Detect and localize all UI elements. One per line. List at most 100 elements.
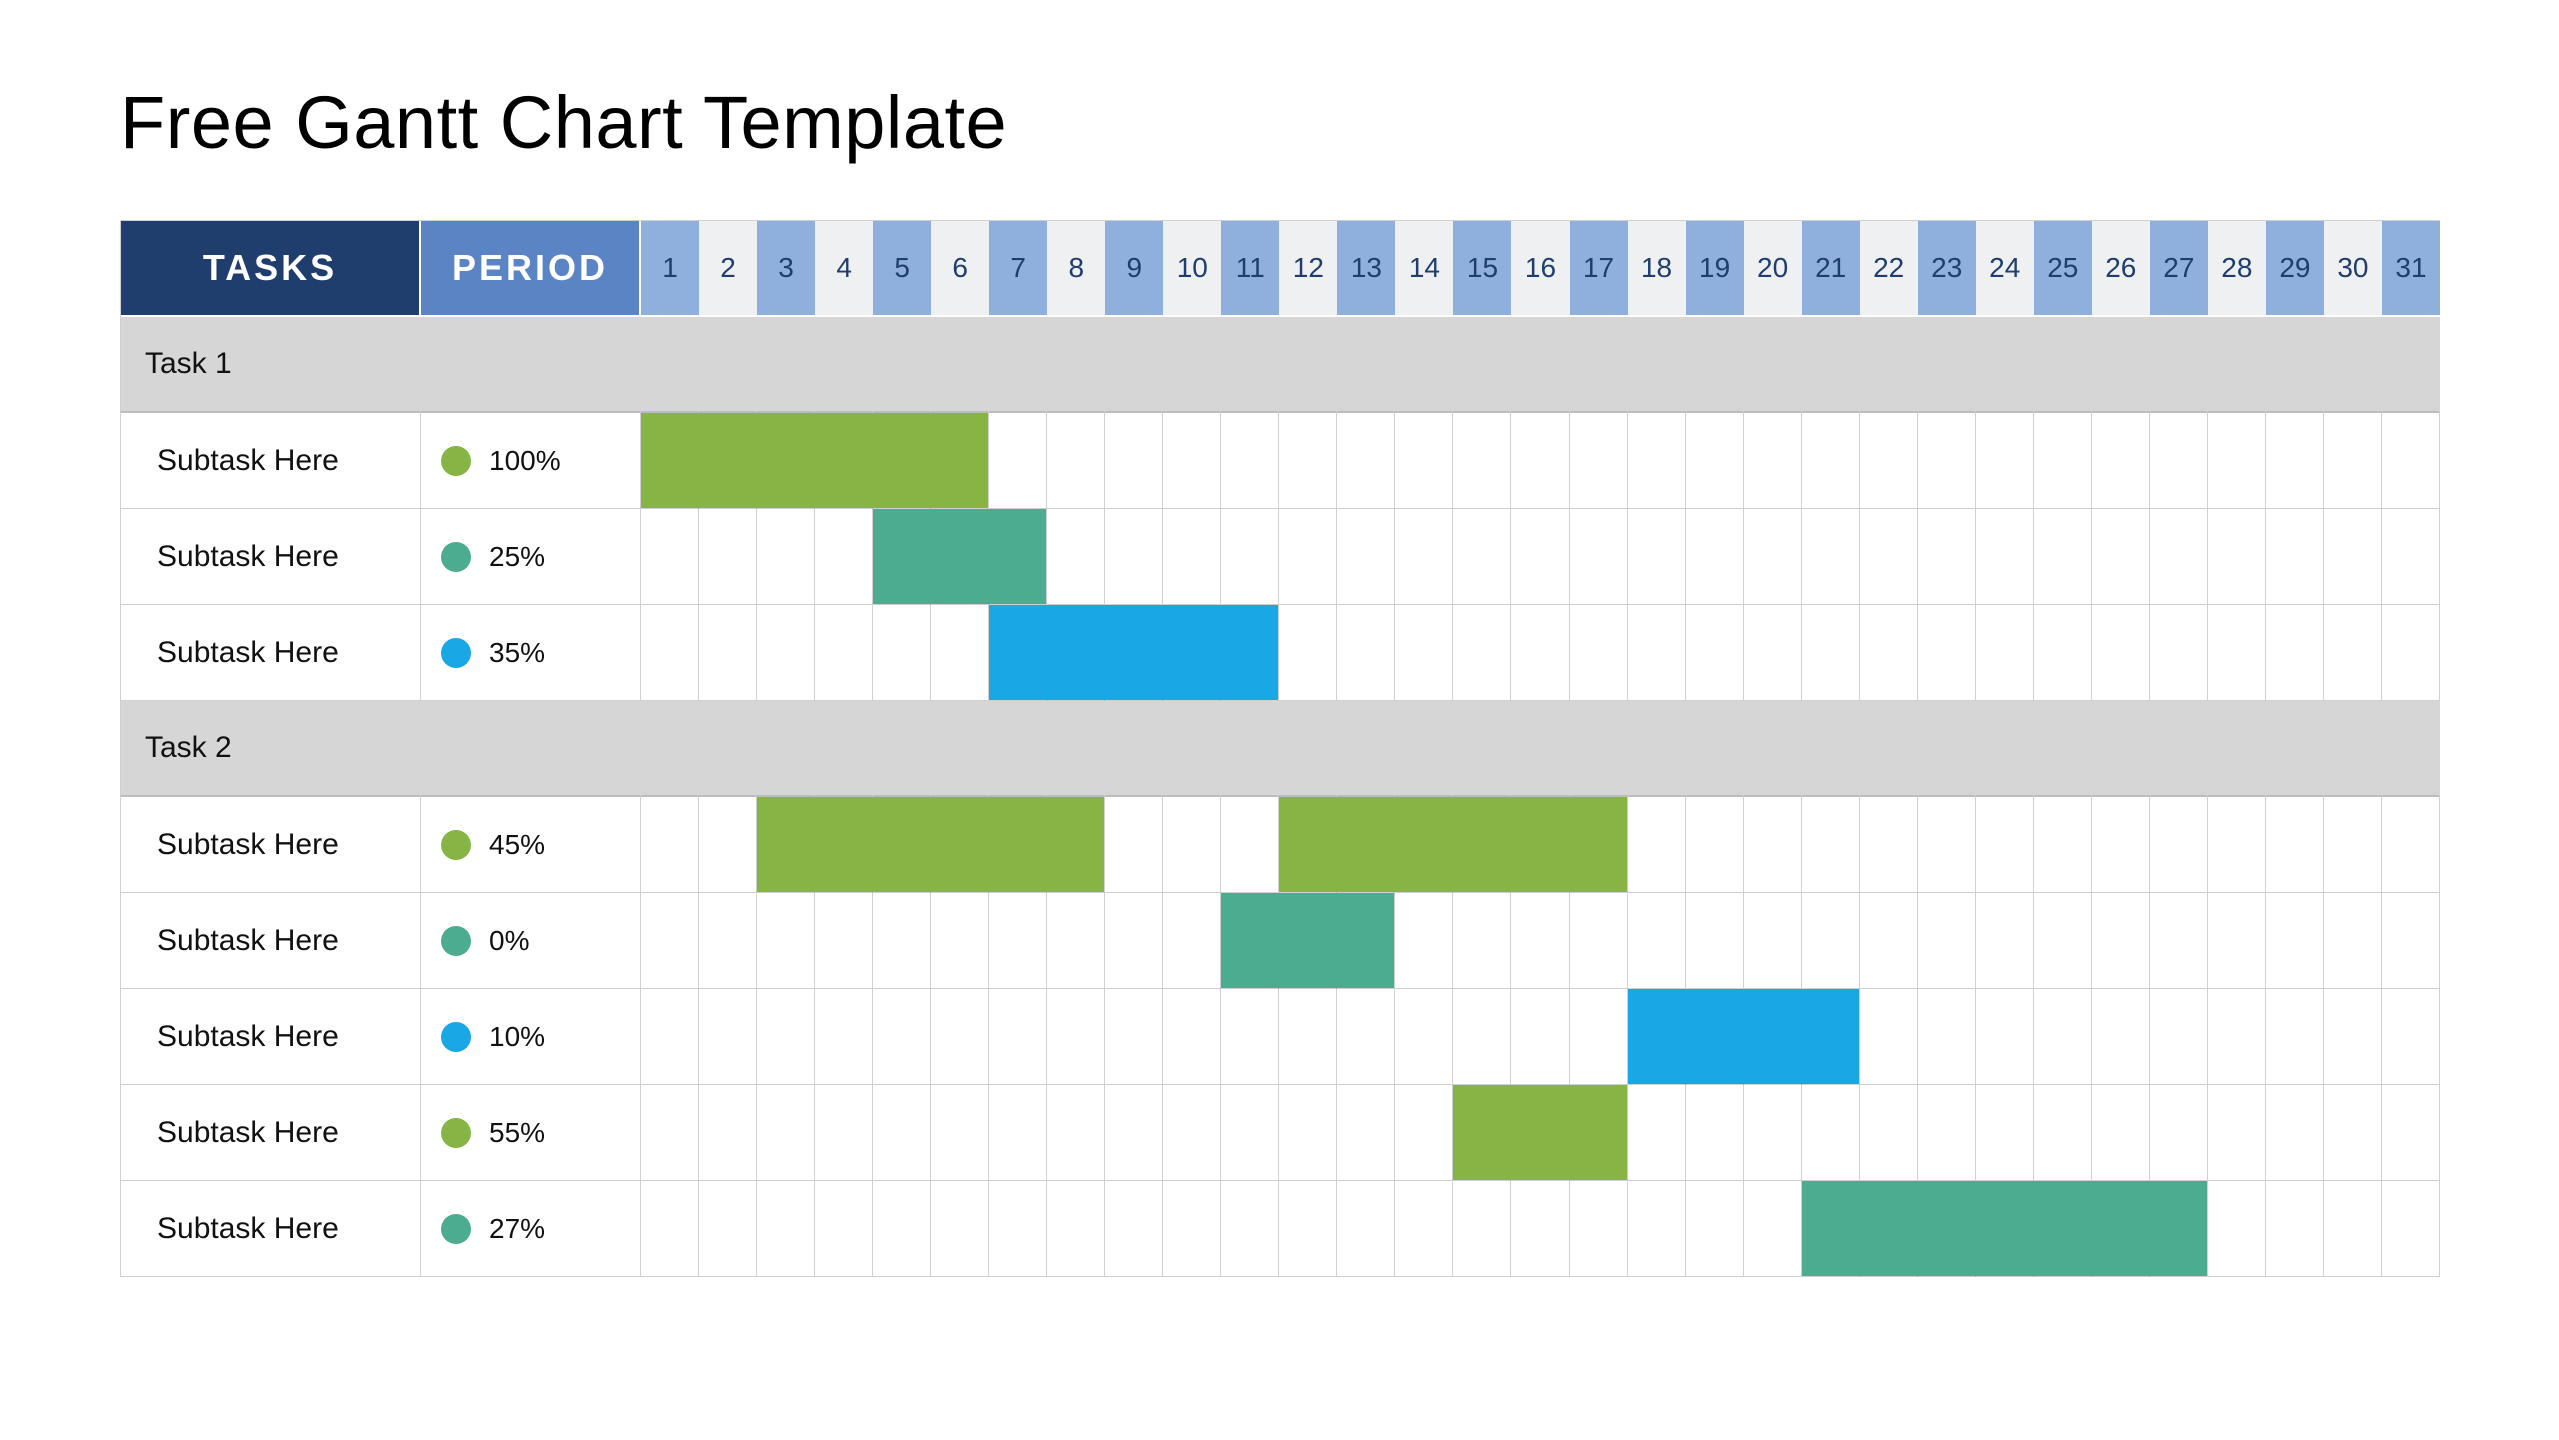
subtask-label: Subtask Here	[121, 797, 421, 893]
header-day-22: 22	[1860, 221, 1918, 317]
group-day-cell	[1279, 701, 1337, 797]
gantt-day-cell	[989, 1085, 1047, 1181]
gantt-day-cell	[1511, 509, 1569, 605]
gantt-day-cell	[757, 989, 815, 1085]
gantt-day-cell	[1976, 509, 2034, 605]
gantt-day-cell	[1686, 797, 1744, 893]
gantt-day-cell	[1105, 413, 1163, 509]
group-day-cell	[1221, 701, 1279, 797]
header-day-17: 17	[1570, 221, 1628, 317]
gantt-day-cell	[815, 605, 873, 701]
header-day-28: 28	[2208, 221, 2266, 317]
gantt-day-cell	[931, 1181, 989, 1277]
gantt-day-cell	[1628, 413, 1686, 509]
gantt-day-cell	[2150, 1181, 2208, 1277]
group-day-cell	[2150, 317, 2208, 413]
gantt-day-cell	[2208, 1181, 2266, 1277]
gantt-day-cell	[1918, 605, 1976, 701]
gantt-day-cell	[2150, 797, 2208, 893]
gantt-day-cell	[2150, 413, 2208, 509]
gantt-day-cell	[1860, 989, 1918, 1085]
gantt-template-page: Free Gantt Chart Template TASKSPERIOD123…	[0, 0, 2559, 1440]
gantt-day-cell	[873, 989, 931, 1085]
gantt-day-cell	[1918, 797, 1976, 893]
group-day-cell	[1976, 701, 2034, 797]
gantt-day-cell	[1628, 797, 1686, 893]
gantt-day-cell	[641, 797, 699, 893]
gantt-day-cell	[1511, 797, 1569, 893]
gantt-day-cell	[699, 413, 757, 509]
header-day-4: 4	[815, 221, 873, 317]
group-day-cell	[1337, 317, 1395, 413]
gantt-day-cell	[2208, 989, 2266, 1085]
gantt-day-cell	[2266, 797, 2324, 893]
gantt-day-cell	[2208, 605, 2266, 701]
gantt-day-cell	[873, 1085, 931, 1181]
group-day-cell	[2208, 701, 2266, 797]
group-day-cell	[1163, 701, 1221, 797]
gantt-day-cell	[1163, 797, 1221, 893]
gantt-day-cell	[1686, 1181, 1744, 1277]
subtask-label: Subtask Here	[121, 893, 421, 989]
gantt-day-cell	[1279, 1181, 1337, 1277]
gantt-day-cell	[2034, 989, 2092, 1085]
group-day-cell	[815, 317, 873, 413]
group-day-cell	[1047, 317, 1105, 413]
gantt-day-cell	[1337, 989, 1395, 1085]
gantt-day-cell	[1976, 413, 2034, 509]
gantt-day-cell	[1976, 605, 2034, 701]
gantt-day-cell	[2150, 893, 2208, 989]
progress-dot-icon	[441, 542, 471, 572]
group-day-cell	[2324, 701, 2382, 797]
gantt-day-cell	[641, 893, 699, 989]
gantt-day-cell	[1802, 1181, 1860, 1277]
gantt-day-cell	[2208, 1085, 2266, 1181]
group-day-cell	[1570, 701, 1628, 797]
group-day-cell	[1744, 701, 1802, 797]
gantt-day-cell	[757, 797, 815, 893]
gantt-day-cell	[1163, 605, 1221, 701]
gantt-day-cell	[1395, 413, 1453, 509]
gantt-day-cell	[2266, 893, 2324, 989]
gantt-day-cell	[1279, 605, 1337, 701]
gantt-day-cell	[1279, 893, 1337, 989]
gantt-day-cell	[1221, 797, 1279, 893]
gantt-day-cell	[1221, 509, 1279, 605]
group-label: Task 2	[121, 701, 421, 797]
gantt-day-cell	[1221, 893, 1279, 989]
group-day-cell	[815, 701, 873, 797]
subtask-label: Subtask Here	[121, 605, 421, 701]
group-day-cell	[1570, 317, 1628, 413]
gantt-day-cell	[873, 797, 931, 893]
gantt-day-cell	[1976, 989, 2034, 1085]
gantt-day-cell	[2150, 1085, 2208, 1181]
gantt-day-cell	[2150, 509, 2208, 605]
progress-percent: 0%	[489, 925, 529, 957]
gantt-day-cell	[1918, 1085, 1976, 1181]
progress-dot-icon	[441, 1214, 471, 1244]
gantt-day-cell	[989, 509, 1047, 605]
gantt-day-cell	[989, 797, 1047, 893]
gantt-day-cell	[2150, 605, 2208, 701]
gantt-day-cell	[699, 893, 757, 989]
progress-percent: 45%	[489, 829, 545, 861]
header-day-10: 10	[1163, 221, 1221, 317]
gantt-day-cell	[2382, 989, 2440, 1085]
gantt-day-cell	[1047, 605, 1105, 701]
gantt-day-cell	[1511, 413, 1569, 509]
gantt-day-cell	[1337, 605, 1395, 701]
header-day-24: 24	[1976, 221, 2034, 317]
gantt-day-cell	[1686, 989, 1744, 1085]
gantt-day-cell	[1744, 509, 1802, 605]
gantt-day-cell	[1860, 509, 1918, 605]
gantt-day-cell	[1453, 413, 1511, 509]
gantt-day-cell	[1511, 989, 1569, 1085]
progress-dot-icon	[441, 830, 471, 860]
gantt-day-cell	[1802, 989, 1860, 1085]
gantt-day-cell	[2324, 1085, 2382, 1181]
gantt-day-cell	[699, 1181, 757, 1277]
gantt-day-cell	[931, 989, 989, 1085]
group-day-cell	[1453, 701, 1511, 797]
gantt-day-cell	[1570, 509, 1628, 605]
group-day-cell	[641, 701, 699, 797]
